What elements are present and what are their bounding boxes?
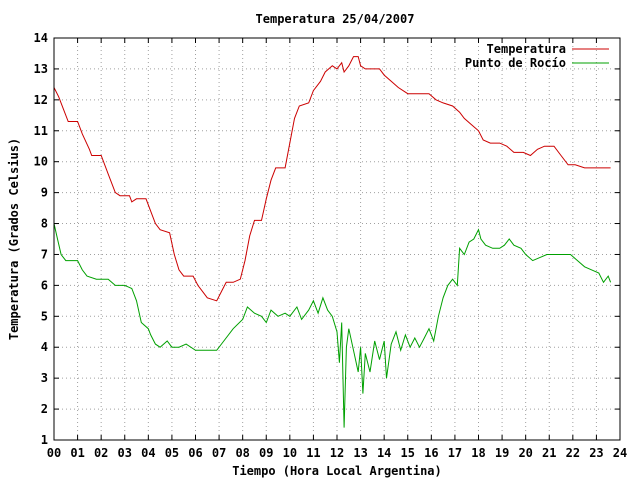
x-tick-label: 07	[212, 446, 226, 460]
y-tick-label: 4	[41, 340, 48, 354]
x-tick-label: 10	[283, 446, 297, 460]
chart-title: Temperatura 25/04/2007	[256, 12, 415, 26]
x-tick-label: 04	[141, 446, 155, 460]
y-tick-label: 10	[34, 155, 48, 169]
y-tick-label: 1	[41, 433, 48, 447]
y-tick-label: 5	[41, 309, 48, 323]
y-tick-label: 7	[41, 247, 48, 261]
x-tick-label: 06	[188, 446, 202, 460]
grid	[54, 38, 620, 440]
y-tick-label: 12	[34, 93, 48, 107]
x-tick-label: 15	[401, 446, 415, 460]
x-tick-label: 01	[70, 446, 84, 460]
x-tick-label: 02	[94, 446, 108, 460]
y-tick-label: 8	[41, 217, 48, 231]
y-tick-label: 3	[41, 371, 48, 385]
legend-label: Punto de Rocío	[465, 56, 566, 70]
y-tick-label: 13	[34, 62, 48, 76]
series-line-1	[53, 223, 612, 428]
x-tick-label: 22	[566, 446, 580, 460]
x-tick-label: 00	[47, 446, 61, 460]
x-tick-label: 17	[448, 446, 462, 460]
x-tick-label: 14	[377, 446, 391, 460]
x-tick-label: 03	[118, 446, 132, 460]
x-tick-label: 23	[589, 446, 603, 460]
series-layer	[53, 56, 612, 428]
x-tick-label: 11	[306, 446, 320, 460]
y-tick-label: 11	[34, 124, 48, 138]
y-axis-label: Temperatura (Grados Celsius)	[7, 138, 21, 340]
x-tick-label: 19	[495, 446, 509, 460]
x-tick-label: 24	[613, 446, 627, 460]
x-axis-label: Tiempo (Hora Local Argentina)	[232, 464, 442, 478]
x-tick-label: 16	[424, 446, 438, 460]
y-tick-label: 14	[34, 31, 48, 45]
x-tick-label: 05	[165, 446, 179, 460]
y-tick-label: 9	[41, 186, 48, 200]
x-tick-label: 09	[259, 446, 273, 460]
x-tick-label: 20	[518, 446, 532, 460]
x-axis-ticks: 00 01 02 03 04 05 06 07 08 09 10 11 12 13 14 15 16 17 18 19…	[47, 38, 627, 460]
legend-label: Temperatura	[487, 42, 566, 56]
x-tick-label: 13	[353, 446, 367, 460]
y-tick-label: 6	[41, 278, 48, 292]
x-tick-label: 08	[235, 446, 249, 460]
x-tick-label: 18	[471, 446, 485, 460]
x-tick-label: 12	[330, 446, 344, 460]
y-tick-label: 2	[41, 402, 48, 416]
x-tick-label: 21	[542, 446, 556, 460]
series-line-0	[53, 56, 611, 302]
